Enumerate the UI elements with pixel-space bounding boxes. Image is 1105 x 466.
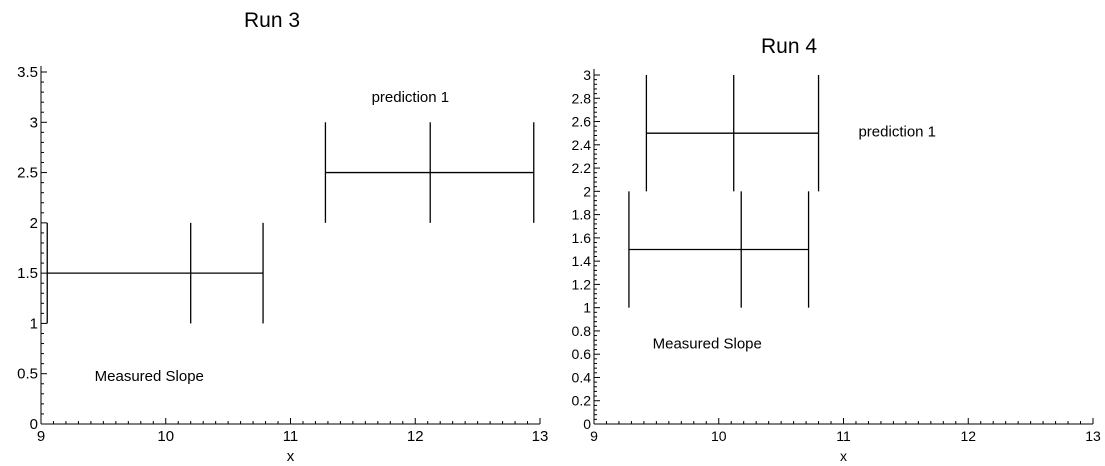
y-tick-label: 2.4 <box>572 137 592 153</box>
y-tick-label: 0 <box>30 416 38 433</box>
y-tick-label: 2.8 <box>572 90 592 106</box>
annotation-label: prediction 1 <box>372 89 450 106</box>
y-tick-label: 0.8 <box>572 323 592 339</box>
chart-title: Run 4 <box>761 35 817 58</box>
y-tick-label: 3 <box>30 114 38 131</box>
x-tick-label: 13 <box>532 428 549 445</box>
y-tick-label: 3 <box>583 67 591 83</box>
y-tick-label: 2.2 <box>572 160 592 176</box>
y-tick-label: 3.5 <box>17 64 38 81</box>
y-tick-label: 2.5 <box>17 165 38 182</box>
y-tick-label: 0.2 <box>572 393 592 409</box>
chart-panel-3: Run 3 9 10 11 12 13 0 0.5 1 1.5 2 2.5 3 3.5 x predictio… <box>17 9 548 465</box>
x-tick-label: 11 <box>836 428 851 444</box>
series-prediction-1 <box>645 75 820 192</box>
annotation-label: Measured Slope <box>653 335 762 352</box>
x-tick-label: 10 <box>711 428 727 444</box>
x-tick-label: 9 <box>590 428 598 444</box>
y-tick-label: 0.4 <box>572 369 592 385</box>
y-tick-label: 1.5 <box>17 265 38 282</box>
y-tick-label: 1.6 <box>572 230 592 246</box>
y-tick-label: 1.4 <box>572 253 592 269</box>
series-measured-slope <box>46 222 264 324</box>
x-tick-label: 9 <box>37 428 45 445</box>
x-axis-label: x <box>840 448 847 464</box>
y-tick-label: 2 <box>583 183 591 199</box>
series-prediction-1 <box>324 122 535 223</box>
x-axis-label: x <box>287 448 295 465</box>
chart-title: Run 3 <box>244 9 300 32</box>
y-tick-label: 1 <box>30 315 38 332</box>
x-tick-label: 13 <box>1085 428 1101 444</box>
y-tick-label: 0 <box>583 416 591 432</box>
y-tick-label: 2 <box>30 215 38 232</box>
x-tick-label: 10 <box>157 428 174 445</box>
y-tick-label: 1 <box>583 300 591 316</box>
x-tick-label: 12 <box>407 428 424 445</box>
x-tick-label: 11 <box>283 428 299 445</box>
x-tick-label: 12 <box>960 428 976 444</box>
y-tick-label: 0.6 <box>572 346 592 362</box>
annotation-label: Measured Slope <box>95 368 204 385</box>
series-measured-slope <box>628 191 810 308</box>
y-tick-label: 0.5 <box>17 366 38 383</box>
y-tick-label: 2.6 <box>572 114 592 130</box>
annotation-label: prediction 1 <box>858 124 936 141</box>
y-tick-label: 1.2 <box>572 276 592 292</box>
chart-panel-4: Run 4 9 10 11 12 13 0 0.2 0.4 0.6 0.8 1 1.2 1.4 1.6 1.8… <box>572 35 1101 464</box>
y-tick-label: 1.8 <box>572 207 592 223</box>
